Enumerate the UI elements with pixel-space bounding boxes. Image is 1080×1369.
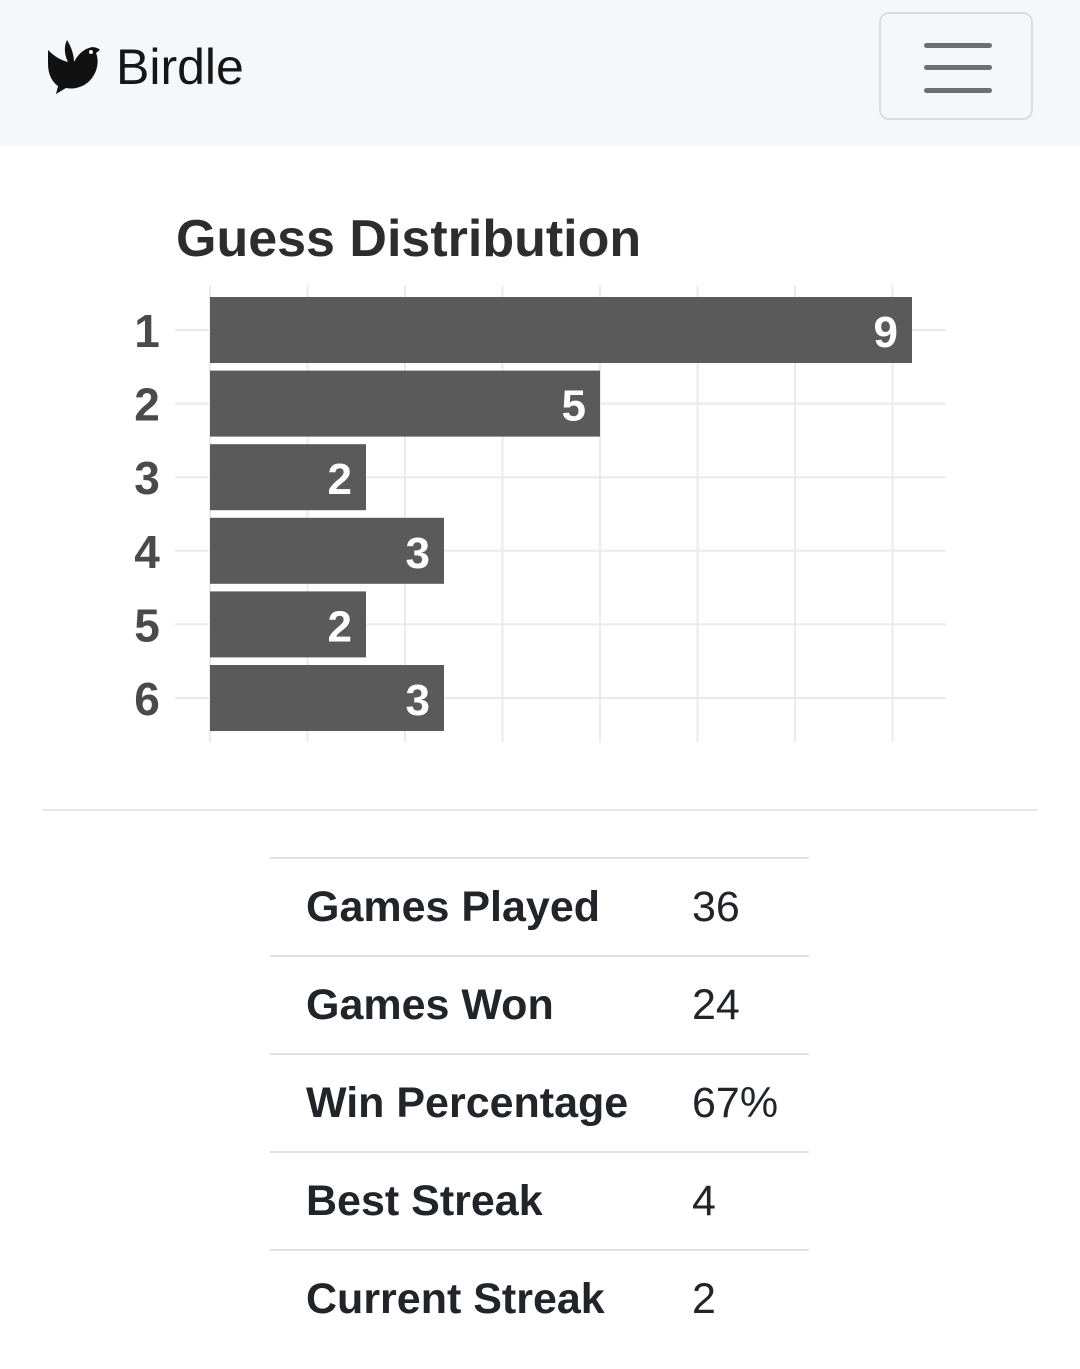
- bar-value-label: 3: [406, 676, 430, 725]
- y-tick-label: 5: [134, 599, 160, 651]
- y-tick-label: 6: [134, 673, 160, 725]
- stat-value: 24: [692, 955, 809, 1054]
- stats-row: Games Played 36: [270, 857, 809, 956]
- y-tick-label: 3: [134, 452, 160, 504]
- bar: [210, 370, 600, 437]
- menu-toggle-button[interactable]: [879, 12, 1033, 120]
- section-divider: [42, 809, 1038, 811]
- stats-row: Games Won 24: [270, 955, 809, 1054]
- stat-value: 2: [692, 1249, 809, 1347]
- stat-value: 36: [692, 857, 809, 956]
- bar: [210, 444, 366, 511]
- y-tick-label: 2: [134, 379, 160, 431]
- stat-label: Current Streak: [270, 1249, 692, 1347]
- brand-link[interactable]: Birdle: [44, 34, 244, 100]
- stats-table: Games Played 36 Games Won 24 Win Percentage 6…: [270, 857, 809, 1347]
- stat-label: Win Percentage: [270, 1053, 692, 1152]
- stat-label: Games Won: [270, 955, 692, 1054]
- stat-label: Games Played: [270, 857, 692, 956]
- bar: [210, 517, 444, 584]
- dove-icon: [48, 40, 100, 94]
- stats-row: Current Streak 2: [270, 1249, 809, 1347]
- chart-canvas: 1 2 3 4 5 6 9 5 2 3 2 3: [134, 285, 946, 742]
- stat-label: Best Streak: [270, 1151, 692, 1250]
- navbar: Birdle: [0, 0, 1080, 146]
- bar-value-label: 5: [562, 382, 586, 431]
- bar: [210, 591, 366, 658]
- stat-value: 67%: [692, 1053, 809, 1152]
- brand-name: Birdle: [116, 39, 244, 95]
- bar-value-label: 2: [328, 455, 352, 504]
- stat-value: 4: [692, 1151, 809, 1250]
- stats-row: Win Percentage 67%: [270, 1053, 809, 1152]
- bar-value-label: 9: [874, 308, 898, 357]
- stats-row: Best Streak 4: [270, 1151, 809, 1250]
- bar-value-label: 2: [328, 602, 352, 651]
- y-tick-label: 4: [134, 526, 160, 578]
- bar: [210, 665, 444, 731]
- guess-distribution-chart: 1 2 3 4 5 6 9 5 2 3 2 3 Guess Distribution: [0, 190, 1080, 760]
- y-tick-label: 1: [134, 305, 160, 357]
- bar: [210, 297, 912, 363]
- chart-title: Guess Distribution: [176, 210, 642, 268]
- bar-value-label: 3: [406, 529, 430, 578]
